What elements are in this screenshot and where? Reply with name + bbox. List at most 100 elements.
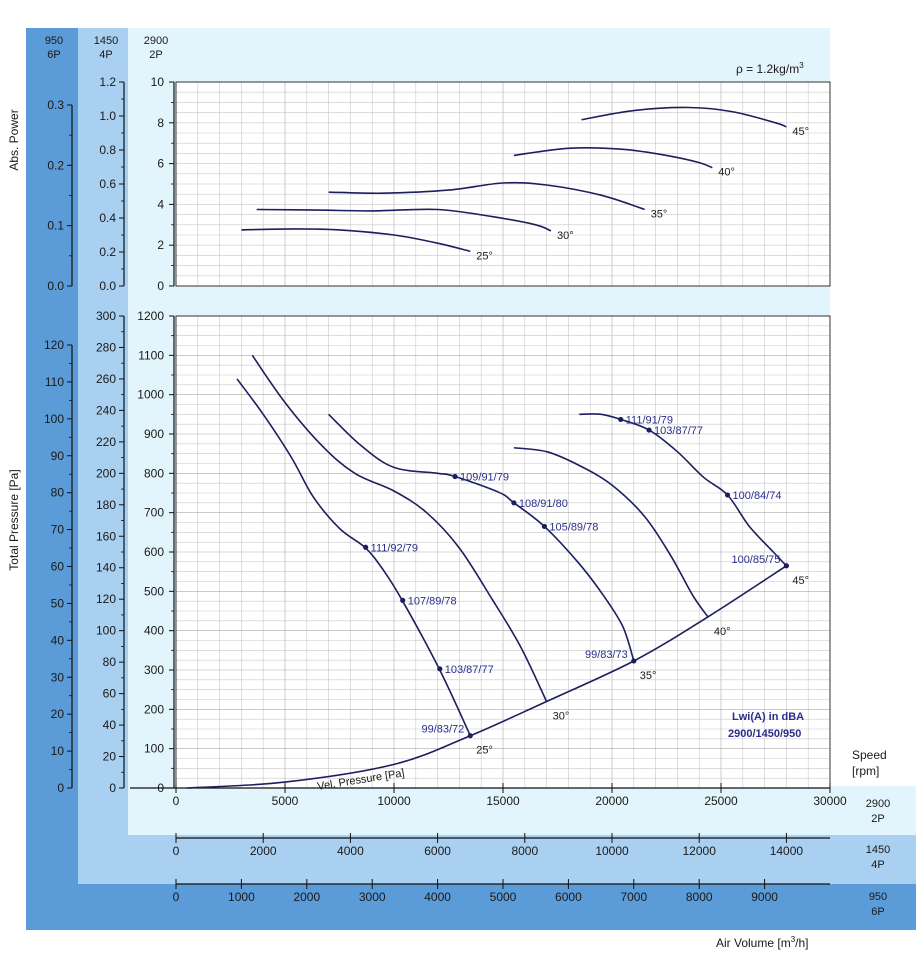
tick-label-volume-4p: 10000 xyxy=(595,844,629,858)
tick-label-volume-6p: 2000 xyxy=(293,890,320,904)
tick-label-volume-6p: 4000 xyxy=(424,890,451,904)
tick-label-pressure-6p: 80 xyxy=(51,486,65,500)
tick-label-pressure-6p: 120 xyxy=(44,338,64,352)
pressure-curve-label-30: 30° xyxy=(553,710,570,722)
power-curve-label-40: 40° xyxy=(718,167,735,179)
tick-label-pressure-6p: 100 xyxy=(44,412,64,426)
noise-point-label: 111/91/79 xyxy=(626,414,673,426)
tick-label-pressure-6p: 70 xyxy=(51,523,65,537)
tick-label-pressure-2p: 1100 xyxy=(138,348,164,362)
header-950-rpm: 950 xyxy=(45,35,63,47)
tick-label-pressure-4p: 120 xyxy=(96,592,116,606)
noise-point-marker xyxy=(400,597,406,603)
pressure-curve-40 xyxy=(513,446,709,618)
tick-label-power-6p: 0.0 xyxy=(47,279,64,293)
tick-label-pressure-4p: 300 xyxy=(96,309,116,323)
tick-label-pressure-4p: 0 xyxy=(109,781,116,795)
noise-point-label: 105/89/78 xyxy=(549,521,598,533)
tick-label-pressure-2p: 400 xyxy=(144,624,164,638)
tick-label-power-6p: 0.2 xyxy=(47,158,64,172)
noise-point-label: 99/83/72 xyxy=(421,724,464,736)
tick-label-volume-4p: 14000 xyxy=(770,844,804,858)
noise-point-marker xyxy=(541,523,548,530)
right-4p: 4P xyxy=(871,859,884,871)
tick-label-pressure-6p: 0 xyxy=(57,781,64,795)
power-curve-label-45: 45° xyxy=(792,126,809,138)
tick-label-pressure-6p: 30 xyxy=(51,670,65,684)
header-6p: 6P xyxy=(47,49,60,61)
tick-label-volume-6p: 3000 xyxy=(359,890,386,904)
tick-label-power-4p: 1.0 xyxy=(99,109,116,123)
band-2p-right xyxy=(830,786,916,835)
tick-label-volume-2p: 5000 xyxy=(272,794,299,808)
power-curve-label-25: 25° xyxy=(476,250,493,262)
noise-points: 111/92/79 107/89/78 103/87/77 99/83/72 109/9… xyxy=(363,414,790,739)
tick-label-volume-2p: 25000 xyxy=(704,794,738,808)
band-4p-right xyxy=(830,835,916,884)
power-curve-35 xyxy=(328,181,645,211)
tick-label-power-2p: 4 xyxy=(157,197,164,211)
tick-label-volume-6p: 1000 xyxy=(228,890,255,904)
tick-label-volume-6p: 8000 xyxy=(686,890,713,904)
tick-label-pressure-4p: 60 xyxy=(103,687,117,701)
tick-label-pressure-2p: 700 xyxy=(144,506,164,520)
noise-point-marker xyxy=(437,666,443,672)
abs-power-label: Abs. Power xyxy=(7,109,21,170)
power-curve-30 xyxy=(256,208,552,232)
lwi-speeds: 2900/1450/950 xyxy=(728,728,801,740)
power-plot-border xyxy=(175,81,831,287)
tick-label-power-4p: 0.0 xyxy=(99,279,116,293)
tick-label-pressure-6p: 50 xyxy=(51,596,65,610)
noise-point-label: 99/83/73 xyxy=(585,649,628,661)
tick-label-volume-4p: 2000 xyxy=(250,844,277,858)
axes: 0 2 4 6 8 10 0.0 0.2 0.4 0.6 0.8 1.0 1.2 0.0 0.1 0.2 0.3… xyxy=(44,75,847,904)
power-curve-40 xyxy=(513,147,713,169)
noise-point-label: 107/89/78 xyxy=(408,595,457,607)
right-2900-rpm: 2900 xyxy=(866,798,890,810)
tick-label-power-6p: 0.1 xyxy=(47,219,64,233)
noise-point-marker xyxy=(467,733,473,739)
header-4p: 4P xyxy=(99,49,112,61)
tick-label-power-2p: 2 xyxy=(157,238,164,252)
band-6p-right xyxy=(830,884,916,930)
tick-label-pressure-2p: 600 xyxy=(144,545,164,559)
tick-label-power-4p: 0.2 xyxy=(99,245,116,259)
right-2p: 2P xyxy=(871,813,884,825)
lwi-title: Lwi(A) in dBA xyxy=(732,711,804,723)
noise-point-marker xyxy=(452,473,458,480)
noise-point-label: 111/92/79 xyxy=(371,542,418,554)
tick-label-pressure-4p: 260 xyxy=(96,372,116,386)
header-1450-rpm: 1450 xyxy=(94,35,118,47)
total-pressure-label: Total Pressure [Pa] xyxy=(7,469,21,570)
right-950-rpm: 950 xyxy=(869,891,887,903)
power-curve-25 xyxy=(241,228,471,253)
density-label: ρ = 1.2kg/m3 xyxy=(736,61,804,76)
tick-label-volume-6p: 0 xyxy=(173,890,180,904)
tick-label-pressure-6p: 90 xyxy=(51,449,65,463)
power-curve-label-30: 30° xyxy=(557,230,574,242)
tick-label-pressure-6p: 10 xyxy=(51,744,65,758)
pressure-curve-35 xyxy=(328,413,635,662)
tick-label-pressure-6p: 110 xyxy=(45,375,64,389)
tick-label-pressure-6p: 60 xyxy=(51,560,65,574)
tick-label-volume-4p: 0 xyxy=(173,844,180,858)
tick-label-pressure-2p: 300 xyxy=(144,663,164,677)
pressure-curve-label-25: 25° xyxy=(476,745,493,757)
tick-label-volume-4p: 12000 xyxy=(683,844,717,858)
noise-point-marker xyxy=(511,500,517,506)
tick-label-power-4p: 0.8 xyxy=(99,143,116,157)
tick-label-pressure-4p: 200 xyxy=(96,466,116,480)
tick-label-pressure-4p: 100 xyxy=(96,624,116,638)
noise-point-marker xyxy=(724,492,731,498)
tick-label-power-6p: 0.3 xyxy=(47,98,64,112)
tick-label-power-4p: 0.6 xyxy=(99,177,116,191)
noise-point-label: 103/87/77 xyxy=(654,425,703,437)
pressure-curve-30 xyxy=(251,354,548,702)
power-grid xyxy=(175,81,831,287)
air-volume-label: Air Volume [m3/h] xyxy=(716,935,809,950)
pressure-curve-label-35: 35° xyxy=(640,670,657,682)
header-2900-rpm: 2900 xyxy=(144,35,168,47)
noise-point-label: 109/91/79 xyxy=(460,471,509,483)
noise-point-label: 108/91/80 xyxy=(519,498,568,510)
